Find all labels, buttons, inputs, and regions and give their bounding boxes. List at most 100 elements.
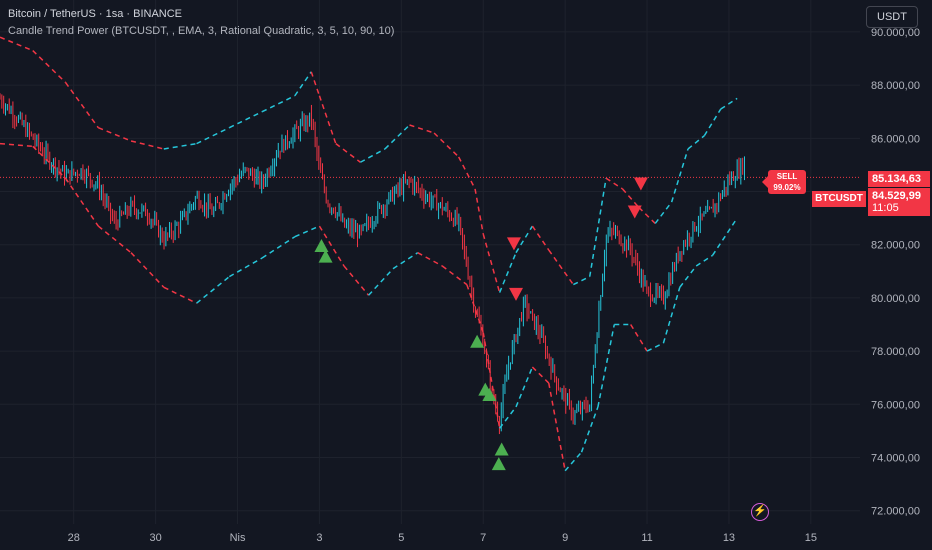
upper-band-segment bbox=[0, 36, 34, 52]
x-tick-label: 13 bbox=[723, 532, 735, 544]
upper-band-segment bbox=[531, 225, 550, 251]
upper-band-segment bbox=[98, 126, 132, 142]
lower-band-segment bbox=[515, 366, 534, 408]
lower-band-segment bbox=[261, 236, 296, 259]
upper-band-segment bbox=[588, 178, 607, 277]
upper-band-segment bbox=[605, 177, 623, 190]
chart-title: Bitcoin / TetherUS · 1sa · BINANCE bbox=[8, 8, 183, 20]
upper-band-segment bbox=[687, 135, 705, 150]
upper-band-segment bbox=[720, 97, 738, 110]
lower-band-segment bbox=[392, 252, 419, 270]
x-tick-label: 5 bbox=[398, 532, 404, 544]
indicator-legend[interactable]: Candle Trend Power (BTCUSDT, , EMA, 3, R… bbox=[8, 25, 395, 37]
lower-band-segment bbox=[597, 324, 616, 408]
lower-band-segment bbox=[196, 276, 230, 304]
grid bbox=[0, 0, 860, 524]
upper-band-segment bbox=[384, 124, 411, 150]
y-tick-label: 82.000,00 bbox=[871, 240, 920, 252]
lower-band-segment bbox=[228, 257, 263, 278]
lower-band-segment bbox=[580, 406, 599, 453]
lower-band-segment bbox=[531, 366, 550, 384]
upper-band-segment bbox=[498, 252, 517, 293]
x-tick-label: 9 bbox=[562, 532, 568, 544]
upper-band-segment bbox=[229, 111, 263, 129]
upper-band-segment bbox=[64, 82, 99, 129]
lower-band-segment bbox=[97, 225, 132, 254]
upper-band-segment bbox=[130, 140, 164, 150]
upper-band-segment bbox=[670, 148, 689, 203]
currency-button[interactable]: USDT bbox=[866, 6, 918, 28]
upper-band-segment bbox=[638, 206, 656, 224]
lower-band-segment bbox=[441, 265, 468, 286]
y-tick-label: 78.000,00 bbox=[871, 346, 920, 358]
candles bbox=[0, 93, 746, 435]
lower-band-segment bbox=[646, 342, 664, 352]
sell-label-text: SELL bbox=[776, 172, 798, 181]
upper-band-segment bbox=[310, 71, 321, 96]
y-tick-label: 90.000,00 bbox=[871, 27, 920, 39]
sell-signal-label: SELL 99.02% bbox=[762, 170, 806, 194]
lightning-icon[interactable]: ⚡ bbox=[751, 503, 769, 521]
last-price-value: 84.529,99 bbox=[872, 190, 921, 202]
upper-band-segment bbox=[294, 71, 312, 97]
lower-band-segment bbox=[482, 332, 501, 429]
axes: 90.000,0088.000,0086.000,0084.000,0082.0… bbox=[68, 27, 920, 544]
y-tick-label: 80.000,00 bbox=[871, 293, 920, 305]
buy-marker bbox=[470, 334, 485, 348]
upper-band-segment bbox=[703, 108, 722, 137]
lower-band-segment bbox=[630, 324, 648, 352]
lower-band-segment bbox=[0, 142, 33, 148]
lower-band-segment bbox=[548, 382, 566, 471]
sell-marker bbox=[633, 177, 648, 191]
lower-band-segment bbox=[564, 451, 583, 472]
y-tick-label: 74.000,00 bbox=[871, 453, 920, 465]
sell-marker bbox=[627, 205, 642, 219]
upper-band-segment bbox=[318, 95, 337, 144]
lower-band-segment bbox=[294, 225, 320, 238]
symbol-tag: BTCUSDT bbox=[812, 191, 866, 207]
upper-band-segment bbox=[482, 233, 501, 293]
sell-marker bbox=[509, 287, 523, 301]
upper-band-segment bbox=[433, 132, 460, 158]
x-tick-label: 15 bbox=[805, 532, 817, 544]
upper-band-segment bbox=[335, 143, 361, 163]
upper-band-segment bbox=[196, 127, 230, 145]
lower-band-segment bbox=[711, 217, 738, 256]
x-tick-label: 3 bbox=[316, 532, 322, 544]
lower-band-segment bbox=[417, 252, 443, 267]
buy-marker bbox=[318, 249, 333, 263]
sell-label-percent: 99.02% bbox=[773, 183, 801, 192]
upper-band-segment bbox=[163, 142, 197, 150]
last-price-tag: 84.529,99 11:05 bbox=[868, 188, 930, 216]
buy-marker bbox=[314, 239, 329, 253]
buy-marker bbox=[494, 442, 509, 456]
upper-band-segment bbox=[548, 249, 574, 286]
x-tick-label: 28 bbox=[68, 532, 80, 544]
lower-band-segment bbox=[64, 177, 99, 227]
buy-marker bbox=[491, 457, 506, 471]
lower-band-segment bbox=[499, 406, 517, 429]
y-tick-label: 88.000,00 bbox=[871, 80, 920, 92]
countdown-timer: 11:05 bbox=[872, 202, 899, 214]
lower-band-segment bbox=[679, 265, 697, 288]
upper-band-segment bbox=[261, 95, 296, 113]
upper-band-segment bbox=[474, 188, 484, 235]
upper-price-tag: 85.134,63 bbox=[868, 171, 930, 187]
upper-band-segment bbox=[621, 188, 640, 208]
lower-band-segment bbox=[32, 145, 67, 179]
lower-band-segment bbox=[662, 287, 681, 344]
x-tick-label: 7 bbox=[480, 532, 486, 544]
x-tick-label: 30 bbox=[149, 532, 161, 544]
bands bbox=[0, 36, 738, 472]
upper-band-segment bbox=[457, 156, 476, 190]
upper-band-segment bbox=[573, 275, 591, 286]
lower-band-segment bbox=[130, 252, 165, 288]
y-tick-label: 72.000,00 bbox=[871, 506, 920, 518]
x-tick-label: 11 bbox=[641, 532, 652, 544]
upper-band-segment bbox=[360, 148, 386, 163]
upper-band-segment bbox=[32, 50, 67, 83]
y-tick-label: 76.000,00 bbox=[871, 399, 920, 411]
lower-band-segment bbox=[368, 268, 394, 296]
signal-markers bbox=[314, 177, 648, 471]
